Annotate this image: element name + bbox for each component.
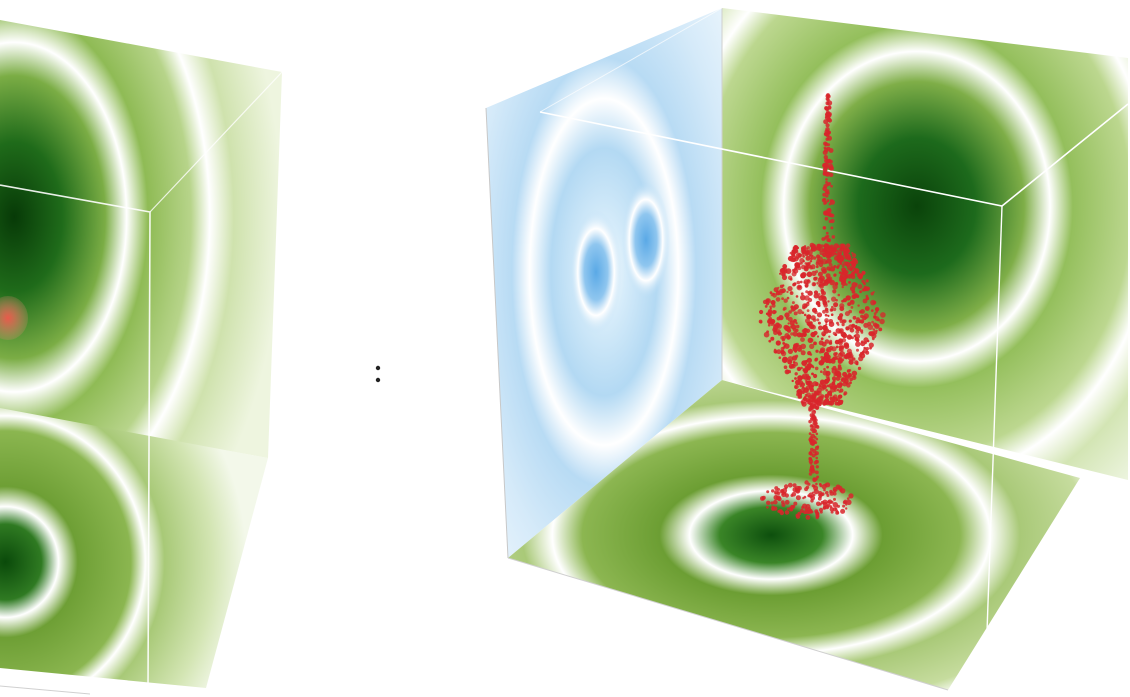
right-panel: [485, 7, 1129, 691]
left-back-wall: [0, 20, 282, 458]
left-panel: [0, 20, 283, 695]
right-floor: [508, 380, 1080, 690]
blue-lobe-2: [622, 182, 670, 298]
drag-handle-icon[interactable]: [375, 365, 381, 383]
blue-lobe-1: [570, 210, 622, 334]
particle-cloud: [758, 93, 886, 520]
left-particle-cluster: [0, 296, 28, 340]
left-floor: [0, 408, 268, 688]
